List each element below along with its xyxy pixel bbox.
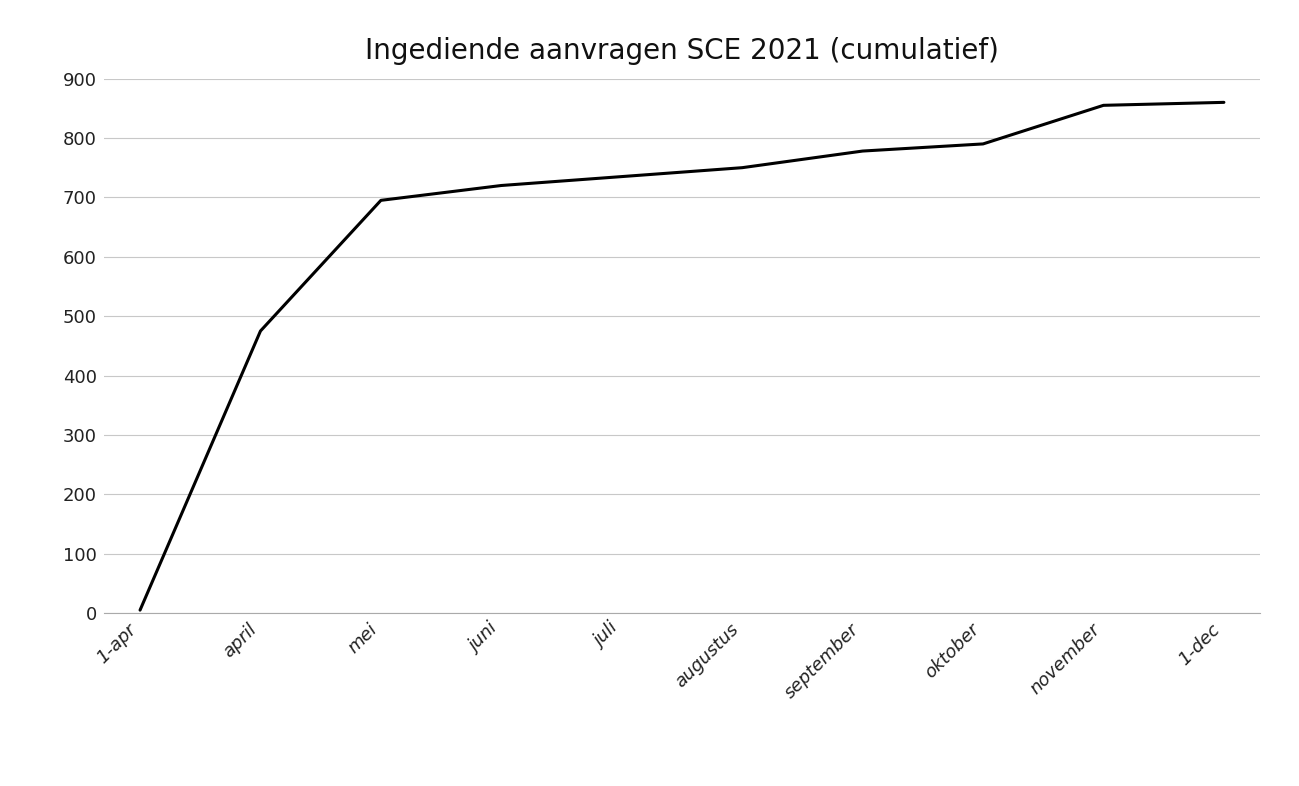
Title: Ingediende aanvragen SCE 2021 (cumulatief): Ingediende aanvragen SCE 2021 (cumulatie… <box>365 37 999 65</box>
